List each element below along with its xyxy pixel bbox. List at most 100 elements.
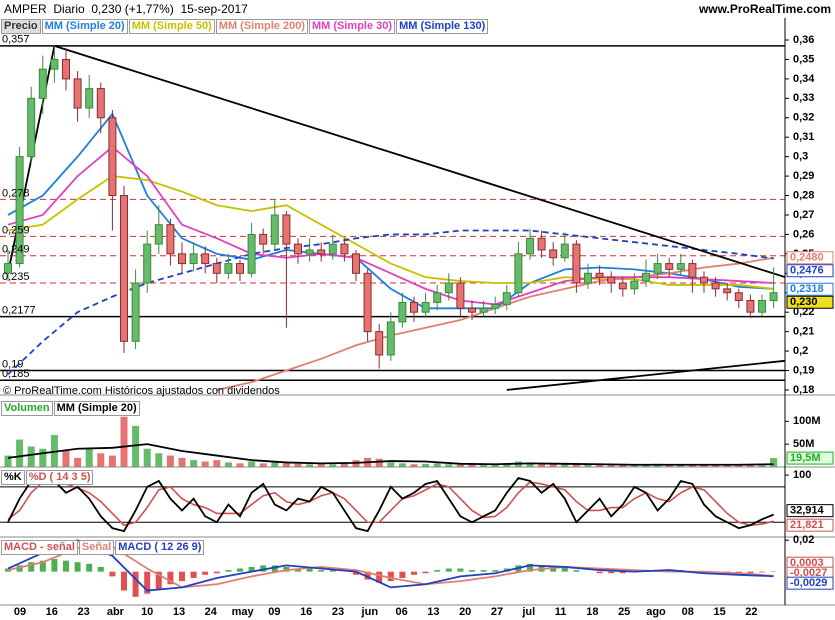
candle-body — [189, 253, 198, 265]
volume-bar — [410, 464, 418, 467]
plot — [4, 416, 778, 467]
candle-body — [108, 117, 117, 197]
value-label: 0,2318 — [790, 283, 824, 295]
legend-entry: MACD ( 12 26 9) — [115, 540, 205, 555]
value-label: 0,0003 — [790, 557, 824, 569]
volume-bar — [387, 462, 395, 467]
volume-bar — [735, 464, 743, 467]
volume-bar — [468, 464, 476, 467]
volume-bar — [398, 463, 406, 467]
candle-body — [560, 243, 569, 259]
volume-bar — [16, 439, 24, 467]
volume-bar — [433, 463, 441, 467]
x-tick-label: 23 — [332, 606, 344, 618]
value-box — [786, 282, 834, 296]
volume-bar — [213, 460, 221, 467]
candle-body — [328, 243, 337, 255]
level-label: 0,2177 — [2, 305, 36, 317]
y-tick-label: 0,31 — [793, 131, 814, 143]
y-tick-label: 0,36 — [793, 34, 814, 46]
candle-body — [734, 292, 743, 302]
level-label: 0,249 — [2, 244, 30, 256]
candle-body — [131, 282, 140, 342]
volume-bar — [770, 458, 778, 467]
legend-entry: Precio — [1, 19, 41, 34]
level-label: 0,235 — [2, 271, 30, 283]
x-tick-label: 06 — [395, 606, 407, 618]
volume-bar — [271, 462, 279, 467]
volume-bar — [224, 462, 232, 467]
y-tick-label: 0,18 — [793, 384, 814, 396]
quote: 0,230 (+1,77%) — [91, 2, 174, 16]
footer: © ProRealTime.com Históricos ajustados c… — [3, 385, 280, 397]
candle-body — [85, 88, 94, 109]
candle-body — [4, 263, 12, 274]
candle-body — [352, 253, 360, 274]
value-box — [786, 295, 834, 309]
macd-bar — [190, 571, 197, 578]
volume-bar — [422, 463, 430, 467]
macd-bar — [16, 565, 23, 572]
volume-bar — [665, 464, 673, 467]
candle-body — [653, 263, 662, 274]
macd-bar — [469, 570, 475, 572]
candle-body — [688, 263, 697, 278]
series-line — [7, 539, 774, 592]
y-tick-label: 0,34 — [793, 73, 815, 85]
x-tick-label: 24 — [205, 606, 218, 618]
volume-bar — [503, 463, 511, 467]
candle-body — [723, 288, 732, 294]
volume-bar — [456, 464, 464, 467]
x-tick-label: 16 — [300, 606, 312, 618]
y-tick-label: 0,21 — [793, 326, 814, 338]
macd-bar — [155, 571, 162, 589]
value-box — [786, 251, 834, 265]
candle-body — [456, 282, 465, 309]
legend-entry: %D ( 14 3 5) — [25, 470, 94, 485]
x-tick-label: 16 — [46, 606, 58, 618]
macd-bar — [109, 571, 116, 577]
candle-body — [178, 253, 186, 265]
y-tick-label: 0,2 — [793, 345, 808, 357]
macd-bar — [237, 568, 243, 572]
date: 15-sep-2017 — [180, 2, 248, 16]
legend: MACD - señal Señal MACD ( 12 26 9) — [1, 540, 205, 555]
level-label: 0,185 — [2, 368, 30, 380]
level-label: 0,278 — [2, 187, 30, 199]
candle-body — [363, 272, 372, 333]
volume-bar — [700, 465, 708, 467]
volume-bar — [340, 462, 348, 467]
panel: 100M 50M 19,5M — [0, 415, 835, 468]
value-label: 32,914 — [790, 505, 825, 517]
y-tick-label: 0,27 — [793, 209, 814, 221]
value-box — [786, 264, 834, 278]
volume-bar — [758, 465, 766, 467]
volume-bar — [375, 458, 383, 467]
macd-bar — [202, 571, 209, 575]
volume-bar — [4, 455, 12, 467]
macd-bar — [376, 571, 383, 583]
macd-bar — [480, 570, 487, 572]
volume-bar — [630, 464, 638, 467]
series-line — [7, 229, 774, 376]
y-tick-label: 0,35 — [793, 53, 814, 65]
candle-body — [526, 237, 534, 255]
macd-bar — [271, 565, 278, 572]
volume-bar — [317, 463, 325, 467]
level-label: 0,259 — [2, 224, 30, 236]
value-box — [786, 576, 834, 590]
candle-body — [758, 300, 766, 313]
plot — [0, 44, 785, 391]
candle-body — [444, 282, 453, 294]
volume-bar — [108, 455, 116, 467]
panel: 0,02 0,0003-0,0027-0,0029 09 16 23 abr 10 13 24 m… — [0, 534, 835, 618]
x-tick-label: 13 — [427, 606, 439, 618]
volume-bar — [282, 463, 290, 467]
y-tick-label: 0,28 — [793, 189, 814, 201]
candle-body — [514, 253, 523, 294]
legend: Precio MM (Simple 20) MM (Simple 50) MM (Si… — [1, 19, 489, 34]
macd-bar — [550, 566, 557, 572]
y-tick-label: 0,29 — [793, 170, 814, 182]
x-tick-label: 13 — [173, 606, 185, 618]
